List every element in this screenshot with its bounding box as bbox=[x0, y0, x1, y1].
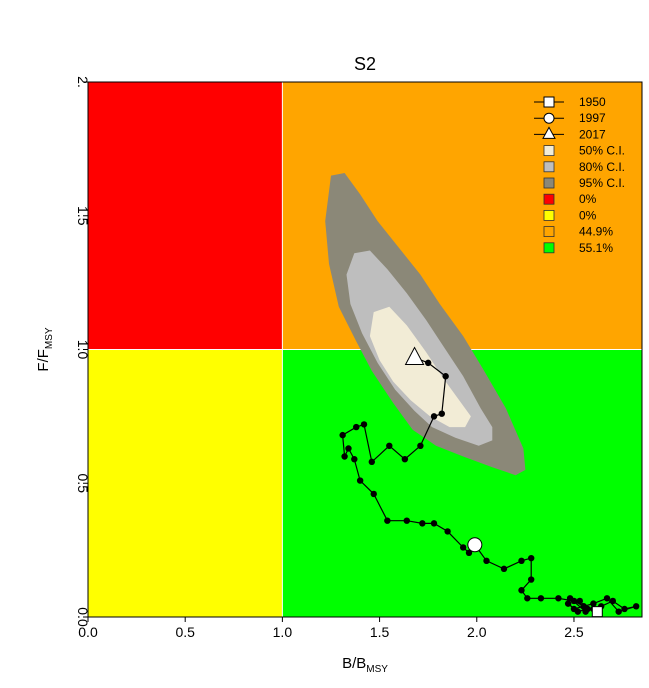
x-tick-label: 1.5 bbox=[370, 624, 390, 640]
quadrant-red bbox=[88, 82, 283, 350]
quadrant-yellow bbox=[88, 349, 283, 617]
trajectory bbox=[339, 354, 640, 615]
trajectory-point bbox=[444, 528, 451, 535]
y-axis-label: F/FMSY bbox=[35, 327, 55, 372]
trajectory-point bbox=[570, 597, 578, 605]
trajectory-point bbox=[401, 455, 409, 463]
trajectory-point bbox=[555, 595, 562, 602]
legend-square-icon bbox=[543, 96, 555, 108]
y-tick-label: 1.0 bbox=[75, 340, 91, 360]
x-tick-label: 2.0 bbox=[467, 624, 487, 640]
trajectory-point bbox=[403, 517, 410, 524]
chart-title: S2 bbox=[354, 54, 376, 74]
legend-label: 44.9% bbox=[579, 225, 613, 239]
x-tick-label: 0.5 bbox=[175, 624, 195, 640]
legend-label: 1950 bbox=[579, 95, 606, 109]
legend-swatch bbox=[543, 161, 555, 173]
trajectory-point bbox=[368, 458, 376, 466]
year-markers bbox=[404, 346, 603, 618]
legend-swatch bbox=[543, 242, 555, 254]
y-axis: 0.0 0.5 1.0 1.5 2. bbox=[75, 76, 91, 627]
trajectory-point bbox=[430, 413, 438, 420]
legend-label: 1997 bbox=[579, 111, 606, 125]
x-tick-label: 2.5 bbox=[564, 624, 584, 640]
trajectory-point bbox=[609, 597, 617, 605]
trajectory-point bbox=[370, 490, 377, 498]
trajectory-point bbox=[483, 557, 490, 565]
confidence-regions bbox=[325, 173, 526, 476]
legend-label: 50% C.I. bbox=[579, 144, 625, 158]
trajectory-point bbox=[353, 423, 360, 431]
trajectory-point bbox=[603, 595, 611, 602]
trajectory-point bbox=[574, 608, 582, 615]
trajectory-point bbox=[580, 603, 587, 610]
trajectory-point bbox=[430, 520, 438, 527]
trajectory-point bbox=[632, 603, 640, 610]
trajectory-point bbox=[339, 431, 346, 439]
trajectory-point bbox=[438, 410, 445, 417]
y-axis-label-subscript: MSY bbox=[44, 327, 55, 349]
trajectory-point bbox=[386, 442, 393, 449]
y-tick-label: 1.5 bbox=[75, 206, 91, 226]
trajectory-point bbox=[582, 608, 589, 615]
legend-swatch bbox=[543, 226, 555, 238]
trajectory-point bbox=[537, 595, 545, 602]
trajectory-point bbox=[465, 549, 473, 556]
trajectory-point bbox=[524, 595, 531, 602]
trajectory-point bbox=[442, 373, 449, 380]
trajectory-point bbox=[576, 597, 583, 605]
trajectory-point bbox=[424, 359, 432, 367]
x-tick-label: 1.0 bbox=[273, 624, 293, 640]
legend-circle-icon bbox=[543, 112, 555, 124]
marker-1950 bbox=[591, 606, 603, 618]
x-axis-label-subscript: MSY bbox=[366, 664, 388, 675]
trajectory-point bbox=[419, 520, 426, 527]
trajectory-point bbox=[345, 445, 352, 452]
trajectory-point bbox=[341, 453, 348, 460]
trajectory-point bbox=[518, 557, 525, 565]
ci-region-50-percent bbox=[369, 306, 471, 428]
trajectory-point bbox=[590, 600, 597, 607]
trajectory-point bbox=[621, 605, 628, 613]
trajectory-point bbox=[356, 477, 364, 484]
trajectory-point bbox=[351, 455, 358, 463]
trajectory-point bbox=[528, 576, 535, 583]
legend-label: 0% bbox=[579, 192, 597, 206]
trajectory-point bbox=[384, 517, 391, 524]
legend-swatch bbox=[543, 177, 555, 189]
trajectory-point bbox=[518, 587, 525, 594]
y-tick-label: 0.5 bbox=[75, 474, 91, 494]
legend-label: 80% C.I. bbox=[579, 160, 625, 174]
trajectory-point bbox=[500, 565, 508, 573]
trajectory-point bbox=[615, 608, 622, 615]
y-tick-label: 2. bbox=[75, 76, 91, 88]
x-axis: 0.0 0.5 1.0 1.5 2.0 2.5 bbox=[78, 617, 584, 640]
trajectory-point bbox=[564, 600, 572, 607]
trajectory-point bbox=[528, 554, 535, 562]
y-tick-label: 0.0 bbox=[75, 607, 91, 627]
legend: 1950 1997 2017 50% C.I. 80% C.I. 95% C.I. 0% 0%… bbox=[534, 95, 625, 255]
legend-swatch bbox=[543, 145, 555, 157]
legend-swatch bbox=[543, 209, 555, 221]
legend-triangle-icon bbox=[542, 126, 556, 139]
legend-label: 2017 bbox=[579, 127, 606, 141]
legend-label: 55.1% bbox=[579, 241, 613, 255]
trajectory-point bbox=[360, 421, 368, 428]
x-tick-label: 0.0 bbox=[78, 624, 98, 640]
marker-1997 bbox=[467, 537, 483, 553]
legend-label: 95% C.I. bbox=[579, 176, 625, 190]
marker-2017 bbox=[404, 346, 425, 366]
legend-label: 0% bbox=[579, 208, 597, 222]
legend-swatch bbox=[543, 193, 555, 205]
x-axis-label: B/BMSY bbox=[342, 655, 388, 675]
trajectory-point bbox=[417, 442, 424, 449]
trajectory-point bbox=[459, 544, 467, 551]
